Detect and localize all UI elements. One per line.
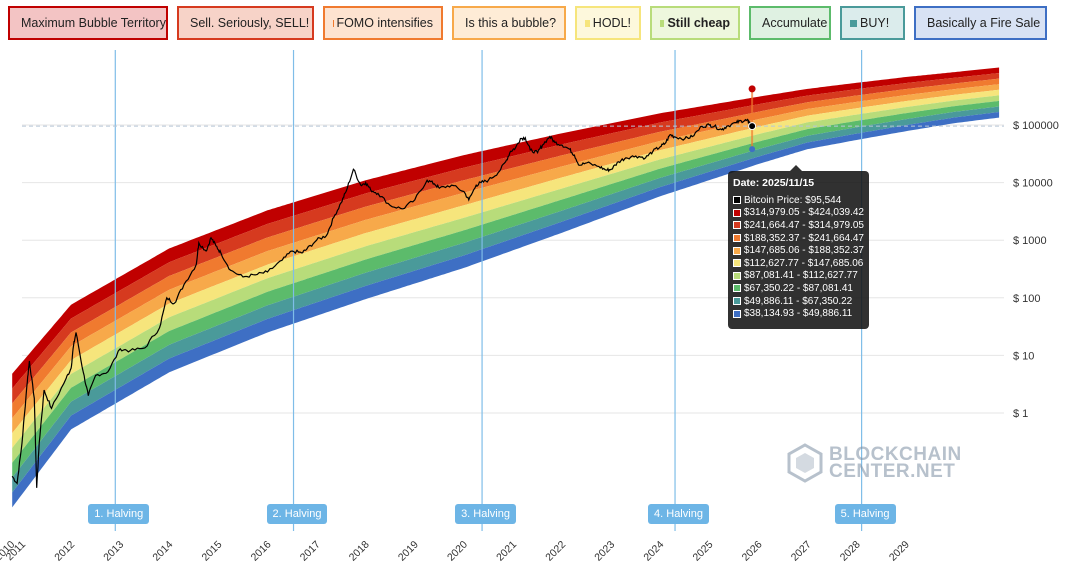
- tooltip-date: Date: 2025/11/15: [733, 177, 815, 189]
- x-tick-label: 2022: [543, 539, 568, 564]
- x-tick-label: 2024: [641, 539, 666, 564]
- halving-lines: [114, 50, 863, 531]
- tooltip-row: $241,664.47 - $314,979.05: [733, 219, 864, 232]
- x-tick-label: 2025: [691, 539, 716, 564]
- tooltip-row: $314,979.05 - $424,039.42: [733, 207, 864, 220]
- tooltip-caret: [790, 165, 802, 171]
- blockchain-center-logo-icon: [787, 443, 823, 483]
- y-tick-label: $ 10: [1013, 350, 1034, 362]
- tooltip-row-text: $241,664.47 - $314,979.05: [743, 219, 864, 231]
- legend-swatch: [850, 19, 857, 27]
- tooltip-row: $147,685.06 - $188,352.37: [733, 244, 864, 257]
- tooltip-swatch: [733, 196, 741, 205]
- tooltip-row: $112,627.77 - $147,685.06: [733, 257, 864, 270]
- legend-label: Still cheap: [667, 16, 730, 30]
- y-tick-label: $ 10000: [1013, 178, 1053, 190]
- cursor-top-marker: [748, 85, 756, 93]
- cursor-bottom-marker: [749, 146, 756, 153]
- legend-label: Basically a Fire Sale: [927, 16, 1041, 30]
- legend-item-is-this-a-bubble[interactable]: Is this a bubble?: [452, 6, 566, 40]
- halving-label: 3. Halving: [455, 504, 516, 524]
- tooltip-row-text: $38,134.93 - $49,886.11: [744, 308, 853, 320]
- legend-item-still-cheap[interactable]: Still cheap: [650, 6, 740, 40]
- tooltip-row: Bitcoin Price: $95,544: [733, 194, 864, 207]
- tooltip-row-text: $188,352.37 - $241,664.47: [743, 232, 864, 244]
- legend-item-buy[interactable]: BUY!: [840, 6, 905, 40]
- halving-label: 1. Halving: [88, 504, 150, 524]
- legend-item-basically-a-fire-sale[interactable]: Basically a Fire Sale: [914, 6, 1047, 40]
- tooltip-swatch: [733, 234, 741, 243]
- x-tick-label: 2026: [740, 539, 765, 564]
- tooltip: Date: 2025/11/15 Bitcoin Price: $95,544 $…: [728, 165, 869, 329]
- tooltip-row-text: $67,350.22 - $87,081.41: [744, 282, 853, 294]
- y-axis: $ 1 $ 10 $ 100 $ 1000 $ 10000 $ 100000: [1013, 120, 1059, 420]
- tooltip-row: $38,134.93 - $49,886.11: [733, 307, 864, 320]
- y-tick-label: $ 100000: [1013, 120, 1059, 132]
- legend-item-maximum-bubble-territory[interactable]: Maximum Bubble Territory: [8, 6, 168, 40]
- legend-label: Sell. Seriously, SELL!: [190, 16, 310, 30]
- legend-item-fomo-intensifies[interactable]: FOMO intensifies: [323, 6, 443, 40]
- x-tick-label: 2016: [249, 539, 274, 564]
- legend-item-hodl[interactable]: HODL!: [575, 6, 641, 40]
- x-tick-label: 2021: [494, 539, 519, 564]
- x-tick-label: 2027: [789, 539, 814, 564]
- tooltip-swatch: [733, 208, 741, 217]
- tooltip-row: $87,081.41 - $112,627.77: [733, 270, 864, 283]
- legend-swatch: [660, 19, 665, 27]
- x-tick-label: 2018: [347, 539, 372, 564]
- tooltip-row: $49,886.11 - $67,350.22: [733, 295, 864, 308]
- tooltip-row-text: Bitcoin Price: $95,544: [744, 194, 842, 206]
- halving-label: 5. Halving: [834, 504, 896, 524]
- tooltip-row: $67,350.22 - $87,081.41: [733, 282, 864, 295]
- legend-swatch: [585, 19, 590, 27]
- legend-label: Is this a bubble?: [465, 16, 557, 30]
- x-tick-label: 2028: [838, 539, 863, 564]
- legend-label: Accumulate: [762, 16, 828, 30]
- watermark: BLOCKCHAIN CENTER.NET: [786, 443, 962, 483]
- legend-item-sell-seriously-sell[interactable]: Sell. Seriously, SELL!: [177, 6, 314, 40]
- watermark-line2: CENTER.NET: [829, 461, 956, 482]
- y-tick-label: $ 100: [1013, 293, 1041, 305]
- tooltip-rows: Bitcoin Price: $95,544 $314,979.05 - $424…: [733, 194, 864, 320]
- tooltip-swatch: [733, 309, 741, 318]
- legend-label: Maximum Bubble Territory: [21, 16, 166, 30]
- tooltip-swatch: [733, 259, 741, 268]
- x-tick-label: 2029: [887, 539, 912, 564]
- legend-item-accumulate[interactable]: Accumulate: [749, 6, 831, 40]
- tooltip-swatch: [733, 246, 741, 255]
- hover-cursor: [748, 85, 757, 153]
- x-tick-label: 2017: [298, 539, 323, 564]
- halving-label: 4. Halving: [648, 504, 709, 524]
- x-tick-label: 2013: [101, 539, 126, 564]
- bitcoin-price-line: [11, 118, 753, 488]
- x-tick-label: 2015: [200, 539, 225, 564]
- tooltip-row-text: $87,081.41 - $112,627.77: [744, 270, 858, 282]
- legend-label: FOMO intensifies: [336, 16, 433, 30]
- x-tick-label: 2014: [150, 539, 175, 564]
- x-tick-label: 2020: [445, 539, 470, 564]
- tooltip-row-text: $49,886.11 - $67,350.22: [744, 295, 853, 307]
- watermark-line1: BLOCKCHAIN: [829, 444, 962, 465]
- legend-label: BUY!: [860, 16, 890, 30]
- tooltip-swatch: [733, 297, 741, 306]
- tooltip-swatch: [733, 271, 741, 280]
- tooltip-row-text: $112,627.77 - $147,685.06: [744, 257, 864, 269]
- tooltip-swatch: [733, 221, 741, 230]
- tooltip-row-text: $314,979.05 - $424,039.42: [743, 207, 864, 219]
- tooltip-row-text: $147,685.06 - $188,352.37: [743, 245, 864, 257]
- y-tick-label: $ 1: [1013, 408, 1028, 420]
- current-price-marker: [748, 122, 757, 131]
- legend-label: HODL!: [592, 16, 631, 30]
- y-tick-label: $ 1000: [1013, 235, 1047, 247]
- halving-label: 2. Halving: [266, 504, 328, 524]
- x-tick-label: 2012: [52, 539, 77, 564]
- x-tick-label: 2023: [592, 539, 617, 564]
- tooltip-row: $188,352.37 - $241,664.47: [733, 232, 864, 245]
- x-tick-label: 2019: [396, 539, 421, 564]
- tooltip-swatch: [733, 284, 741, 293]
